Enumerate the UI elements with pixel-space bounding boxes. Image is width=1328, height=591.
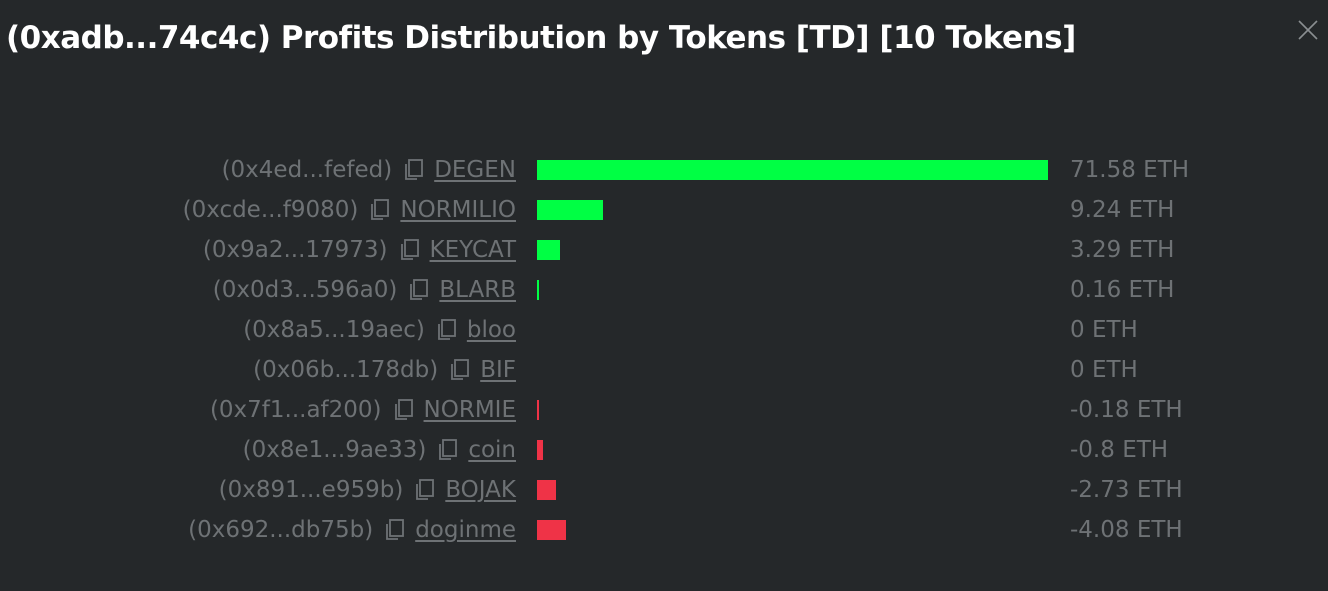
copy-icon[interactable] bbox=[368, 198, 390, 222]
chart-row: (0x0d3...596a0) BLARB 0.16 ETH bbox=[0, 270, 1328, 310]
token-symbol-link[interactable]: NORMILIO bbox=[400, 197, 516, 223]
copy-icon[interactable] bbox=[413, 478, 435, 502]
data-label: 0 ETH bbox=[1070, 357, 1138, 383]
data-label: 0.16 ETH bbox=[1070, 277, 1175, 303]
copy-icon[interactable] bbox=[392, 398, 414, 422]
token-address: (0x06b...178db) bbox=[253, 357, 439, 383]
data-label: 0 ETH bbox=[1070, 317, 1138, 343]
tick-label: (0x8a5...19aec) bloo bbox=[243, 310, 516, 350]
copy-icon[interactable] bbox=[407, 278, 429, 302]
token-symbol-link[interactable]: BOJAK bbox=[445, 477, 516, 503]
data-label: 9.24 ETH bbox=[1070, 197, 1175, 223]
copy-icon[interactable] bbox=[448, 358, 470, 382]
tick-label: (0x8e1...9ae33) coin bbox=[243, 430, 516, 470]
bar bbox=[537, 280, 539, 300]
chart-row: (0xcde...f9080) NORMILIO 9.24 ETH bbox=[0, 190, 1328, 230]
tick-label: (0x9a2...17973) KEYCAT bbox=[203, 230, 516, 270]
tick-label: (0xcde...f9080) NORMILIO bbox=[183, 190, 516, 230]
chart-row: (0x891...e959b) BOJAK -2.73 ETH bbox=[0, 470, 1328, 510]
chart-row: (0x9a2...17973) KEYCAT 3.29 ETH bbox=[0, 230, 1328, 270]
token-symbol-link[interactable]: bloo bbox=[466, 317, 516, 343]
tick-label: (0x4ed...fefed) DEGEN bbox=[222, 150, 516, 190]
chart-title: (0xadb...74c4c) Profits Distribution by … bbox=[6, 20, 1076, 56]
chart-row: (0x8e1...9ae33) coin -0.8 ETH bbox=[0, 430, 1328, 470]
bar bbox=[537, 200, 603, 220]
data-label: -4.08 ETH bbox=[1070, 517, 1183, 543]
chart-row: (0x4ed...fefed) DEGEN 71.58 ETH bbox=[0, 150, 1328, 190]
token-address: (0x891...e959b) bbox=[218, 477, 404, 503]
copy-icon[interactable] bbox=[436, 438, 458, 462]
tick-label: (0x7f1...af200) NORMIE bbox=[210, 390, 516, 430]
chart-row: (0x7f1...af200) NORMIE -0.18 ETH bbox=[0, 390, 1328, 430]
tick-label: (0x692...db75b) doginme bbox=[188, 510, 516, 550]
copy-icon[interactable] bbox=[398, 238, 420, 262]
tick-label: (0x891...e959b) BOJAK bbox=[219, 470, 516, 510]
token-symbol-link[interactable]: DEGEN bbox=[434, 157, 516, 183]
copy-icon[interactable] bbox=[402, 158, 424, 182]
token-address: (0x7f1...af200) bbox=[209, 397, 382, 423]
copy-icon[interactable] bbox=[383, 518, 405, 542]
bar bbox=[537, 400, 539, 420]
token-symbol-link[interactable]: doginme bbox=[415, 517, 516, 543]
token-symbol-link[interactable]: BIF bbox=[480, 357, 516, 383]
token-address: (0x4ed...fefed) bbox=[221, 157, 393, 183]
close-icon[interactable] bbox=[1296, 18, 1320, 42]
token-symbol-link[interactable]: KEYCAT bbox=[429, 237, 516, 263]
chart-row: (0x8a5...19aec) bloo 0 ETH bbox=[0, 310, 1328, 350]
data-label: -2.73 ETH bbox=[1070, 477, 1183, 503]
token-symbol-link[interactable]: coin bbox=[468, 437, 516, 463]
tick-label: (0x0d3...596a0) BLARB bbox=[213, 270, 516, 310]
token-symbol-link[interactable]: NORMIE bbox=[423, 397, 516, 423]
copy-icon[interactable] bbox=[435, 318, 457, 342]
bar bbox=[537, 440, 543, 460]
token-address: (0x0d3...596a0) bbox=[212, 277, 398, 303]
token-address: (0xcde...f9080) bbox=[182, 197, 359, 223]
tick-label: (0x06b...178db) BIF bbox=[253, 350, 516, 390]
data-label: 3.29 ETH bbox=[1070, 237, 1175, 263]
chart-row: (0x692...db75b) doginme -4.08 ETH bbox=[0, 510, 1328, 550]
bar bbox=[537, 240, 561, 260]
bar bbox=[537, 160, 1048, 180]
token-symbol-link[interactable]: BLARB bbox=[439, 277, 516, 303]
data-label: -0.8 ETH bbox=[1070, 437, 1169, 463]
token-address: (0x9a2...17973) bbox=[202, 237, 388, 263]
token-address: (0x692...db75b) bbox=[188, 517, 374, 543]
data-label: -0.18 ETH bbox=[1070, 397, 1183, 423]
data-label: 71.58 ETH bbox=[1070, 157, 1190, 183]
bar bbox=[537, 520, 567, 540]
bar bbox=[537, 480, 557, 500]
chart-row: (0x06b...178db) BIF 0 ETH bbox=[0, 350, 1328, 390]
token-address: (0x8a5...19aec) bbox=[243, 317, 425, 343]
token-address: (0x8e1...9ae33) bbox=[242, 437, 427, 463]
